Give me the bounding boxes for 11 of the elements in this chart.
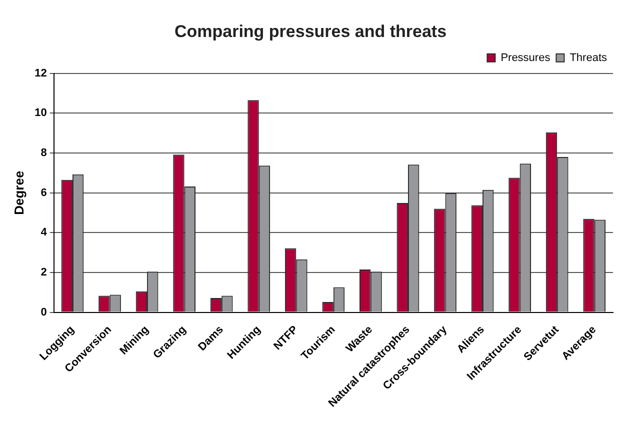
y-tick-label: 2: [40, 266, 47, 279]
y-tick-label: 0: [40, 306, 47, 318]
y-tick-label: 8: [40, 147, 47, 160]
legend-label: Threats: [570, 52, 608, 64]
y-tick-label: 10: [34, 107, 47, 120]
y-tick-label: 6: [40, 186, 47, 199]
y-tick-label: 4: [40, 226, 48, 239]
y-axis-title: Degree: [11, 170, 26, 215]
y-tick-label: 12: [34, 67, 47, 80]
legend-label: Pressures: [500, 52, 551, 64]
chart-title: Comparing pressures and threats: [174, 22, 447, 41]
